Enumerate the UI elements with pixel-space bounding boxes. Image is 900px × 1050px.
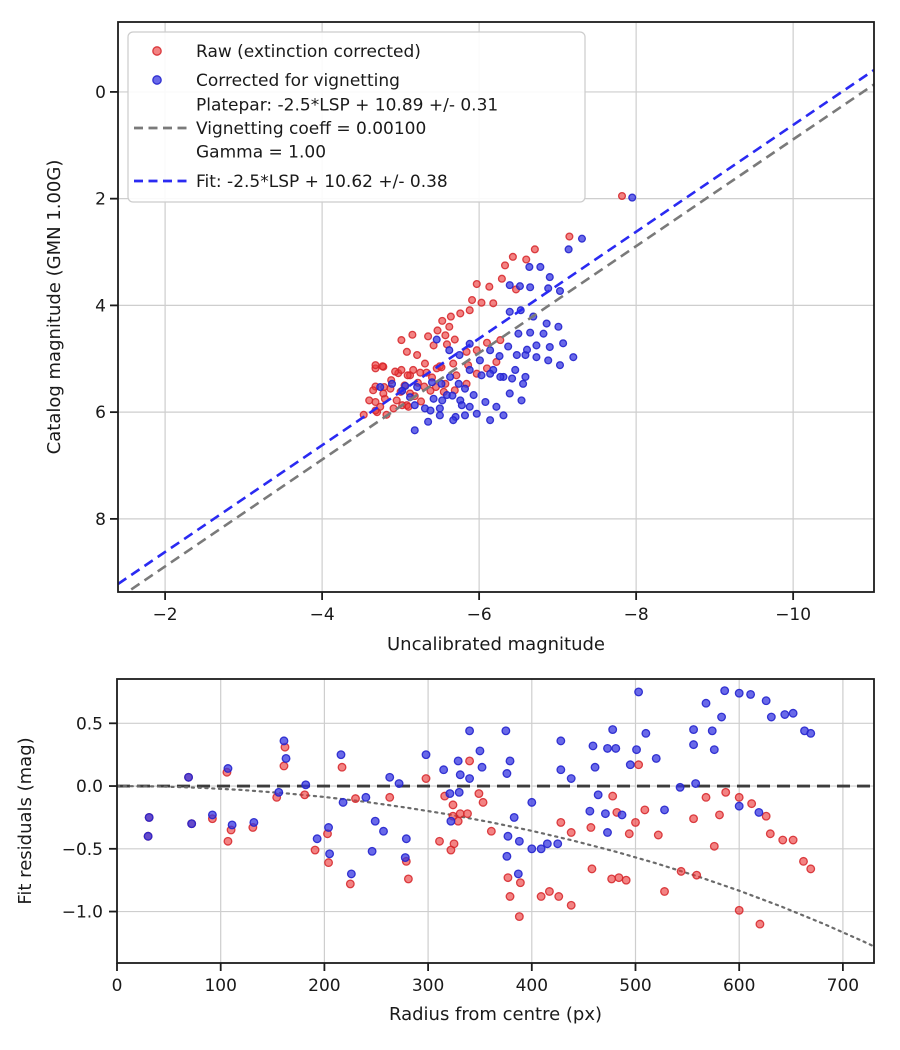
y-tick-label: 6 [95,403,106,423]
y-tick-label: −1.0 [62,903,103,923]
legend-label: Platepar: -2.5*LSP + 10.89 +/- 0.31 [196,96,498,116]
y-tick-label: 0.0 [76,777,103,797]
bottom-axes-residuals: 0 100 200 300 400 500 600 700 0.5 0.0 −0.5 −1.0 Radi… [15,678,875,1025]
legend-marker-raw [152,46,162,56]
x-tick-label: −8 [624,605,649,625]
series-vignetting_model_curve [117,784,874,948]
legend: Raw (extinction corrected) Corrected for … [127,31,586,203]
x-tick-label: 600 [723,976,755,996]
x-tick-label: 400 [516,976,548,996]
y-tick-label: 2 [95,190,106,210]
x-tick-label: −6 [467,605,492,625]
y-axis-label: Fit residuals (mag) [15,737,36,904]
series-vignetting_corrected [376,193,637,435]
plot-area [117,686,874,948]
x-tick-label: −2 [153,605,178,625]
x-tick-label: 300 [412,976,444,996]
y-tick-label: 4 [95,296,106,316]
plot-area [118,68,874,592]
y-tick-label: 0.5 [76,714,103,734]
x-tick-label: 200 [308,976,340,996]
x-tick-label: −4 [310,605,335,625]
y-tick-label: −0.5 [62,840,103,860]
y-tick-label: 0 [95,83,106,103]
axes-spines [117,21,875,593]
legend-label: Vignetting coeff = 0.00100 [196,119,426,139]
x-tick-label: 700 [827,976,859,996]
ticks: 0 100 200 300 400 500 600 700 0.5 0.0 −0.5 −1.0 [62,714,859,996]
legend-label: Corrected for vignetting [196,71,400,91]
y-tick-label: 8 [95,510,106,530]
series-fit_line [118,68,874,586]
y-axis-label: Catalog magnitude (GMN 1.00G) [44,160,65,455]
x-axis-label: Uncalibrated magnitude [387,634,605,655]
axes-spines [116,678,875,964]
x-tick-label: 100 [204,976,236,996]
top-axes-magnitude-fit: −2 −4 −6 −8 −10 0 2 4 6 8 Uncalibrated magnitude Ca… [44,21,875,655]
series-platepar_line [125,83,874,592]
series-raw_residuals [143,742,816,929]
ticks: −2 −4 −6 −8 −10 0 2 4 6 8 [95,83,811,625]
legend-marker-vignetting_corrected [152,75,162,85]
x-tick-label: 0 [112,976,123,996]
x-tick-label: 500 [619,976,651,996]
series-corrected_residuals [143,686,816,879]
x-tick-label: −10 [775,605,811,625]
legend-label: Gamma = 1.00 [196,143,326,163]
x-axis-label: Radius from centre (px) [389,1004,602,1025]
legend-label: Raw (extinction corrected) [196,42,421,62]
legend-label: Fit: -2.5*LSP + 10.62 +/- 0.38 [196,172,448,192]
